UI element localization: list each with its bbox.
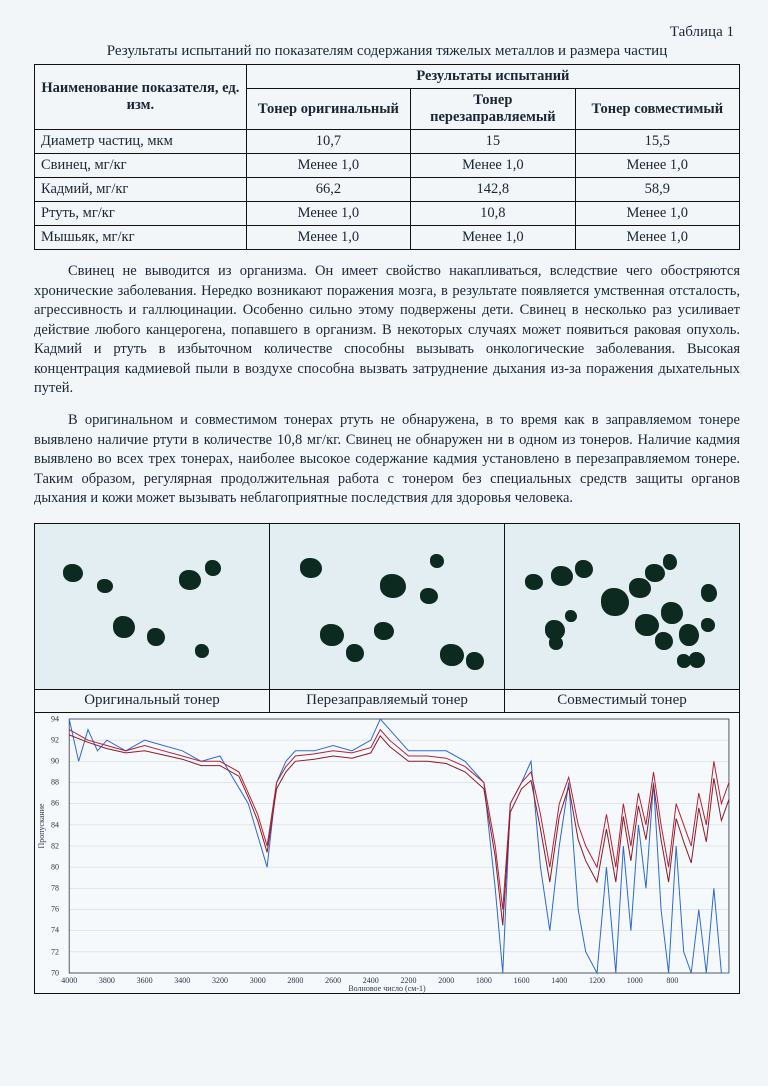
spectrum-ytick: 92 (51, 735, 59, 744)
table-cell: Менее 1,0 (575, 202, 739, 226)
particle (63, 564, 83, 582)
microscopy-panel: Совместимый тонер (505, 524, 739, 712)
particle (551, 566, 573, 586)
microscopy-image (505, 524, 739, 689)
table-cell: 58,9 (575, 178, 739, 202)
table-cell: Менее 1,0 (575, 154, 739, 178)
particle (575, 560, 593, 578)
table-caption: Результаты испытаний по показателям соде… (34, 43, 740, 60)
spectrum-ytick: 90 (51, 757, 59, 766)
spectrum-ytick: 78 (51, 884, 59, 893)
body-text: Свинец не выводится из организма. Он име… (34, 262, 740, 509)
table-row: Свинец, мг/кгМенее 1,0Менее 1,0Менее 1,0 (35, 154, 740, 178)
spectrum-ytick: 70 (51, 968, 59, 977)
particle (205, 560, 221, 576)
microscopy-label: Оригинальный тонер (35, 689, 269, 712)
particle (661, 602, 683, 624)
table-row-label: Ртуть, мг/кг (35, 202, 247, 226)
spectrum-ytick: 82 (51, 841, 59, 850)
spectrum-xlabel: Волновое число (см-1) (35, 984, 739, 993)
particle (645, 564, 665, 582)
particle (420, 588, 438, 604)
table-cell: 66,2 (246, 178, 410, 202)
particle (320, 624, 344, 646)
particle (147, 628, 165, 646)
particle (430, 554, 444, 568)
particle (663, 554, 677, 570)
microscopy-label: Перезаправляемый тонер (270, 689, 504, 712)
spectrum-ytick: 88 (51, 778, 59, 787)
table-cell: Менее 1,0 (246, 226, 410, 250)
table-row-label: Свинец, мг/кг (35, 154, 247, 178)
table-row: Диаметр частиц, мкм10,71515,5 (35, 130, 740, 154)
particle (655, 632, 673, 650)
particle (346, 644, 364, 662)
particle (179, 570, 201, 590)
table-cell: Менее 1,0 (246, 202, 410, 226)
particle (300, 558, 322, 578)
table-cell: Менее 1,0 (575, 226, 739, 250)
particle (601, 588, 629, 616)
table-row-label: Кадмий, мг/кг (35, 178, 247, 202)
particle (97, 579, 113, 593)
table-row-label: Диаметр частиц, мкм (35, 130, 247, 154)
table-row: Ртуть, мг/кгМенее 1,010,8Менее 1,0 (35, 202, 740, 226)
spectrum-ytick: 76 (51, 905, 59, 914)
page-root: Таблица 1 Результаты испытаний по показа… (0, 0, 768, 1086)
microscopy-figure: Оригинальный тонерПерезаправляемый тонер… (34, 523, 740, 713)
spectrum-ylabel: Пропускание (37, 803, 46, 848)
table-col-header: Тонер оригинальный (246, 89, 410, 130)
table-row: Кадмий, мг/кг66,2142,858,9 (35, 178, 740, 202)
table-cell: Менее 1,0 (411, 226, 575, 250)
microscopy-image (35, 524, 269, 689)
spectrum-ytick: 74 (51, 926, 59, 935)
spectrum-ytick: 80 (51, 862, 59, 871)
table-rowheader-title: Наименование показателя, ед. изм. (35, 65, 247, 130)
table-cell: Менее 1,0 (246, 154, 410, 178)
particle (689, 652, 705, 668)
spectrum-ytick: 86 (51, 799, 59, 808)
table-cell: Менее 1,0 (411, 154, 575, 178)
spectrum-ytick: 84 (51, 820, 59, 829)
table-cell: 142,8 (411, 178, 575, 202)
particle (440, 644, 464, 666)
table-cell: 10,8 (411, 202, 575, 226)
table-number: Таблица 1 (34, 24, 734, 41)
table-row: Мышьяк, мг/кгМенее 1,0Менее 1,0Менее 1,0 (35, 226, 740, 250)
particle (374, 622, 394, 640)
particle (701, 618, 715, 632)
particle (679, 624, 699, 646)
microscopy-image (270, 524, 504, 689)
table-cell: 15 (411, 130, 575, 154)
paragraph: Свинец не выводится из организма. Он име… (34, 262, 740, 399)
particle (380, 574, 406, 598)
table-cell: 10,7 (246, 130, 410, 154)
table-cell: 15,5 (575, 130, 739, 154)
particle (635, 614, 659, 636)
microscopy-panel: Перезаправляемый тонер (270, 524, 505, 712)
particle (701, 584, 717, 602)
particle (113, 616, 135, 638)
particle (545, 620, 565, 640)
particle (525, 574, 543, 590)
particle (466, 652, 484, 670)
table-col-header: Тонер совместимый (575, 89, 739, 130)
paragraph: В оригинальном и совместимом тонерах рту… (34, 411, 740, 509)
results-table: Наименование показателя, ед. изм. Резуль… (34, 64, 740, 250)
microscopy-label: Совместимый тонер (505, 689, 739, 712)
microscopy-panel: Оригинальный тонер (35, 524, 270, 712)
spectrum-chart: 94929088868482807876747270 4000380036003… (34, 713, 740, 994)
particle (195, 644, 209, 658)
table-col-header: Тонер перезаправляемый (411, 89, 575, 130)
spectrum-ytick: 72 (51, 947, 59, 956)
spectrum-ytick: 94 (51, 714, 59, 723)
table-row-label: Мышьяк, мг/кг (35, 226, 247, 250)
table-superheader: Результаты испытаний (246, 65, 739, 89)
particle (565, 610, 577, 622)
particle (629, 578, 651, 598)
particle (677, 654, 691, 668)
